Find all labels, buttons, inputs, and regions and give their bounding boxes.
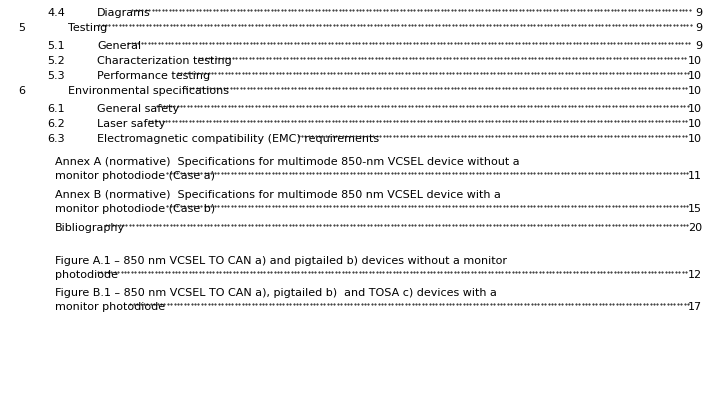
Text: Annex A (normative)  Specifications for multimode 850-nm VCSEL device without a: Annex A (normative) Specifications for m… (55, 157, 520, 166)
Text: 10: 10 (688, 86, 702, 96)
Text: Electromagnetic compatibility (EMC) requirements: Electromagnetic compatibility (EMC) requ… (97, 134, 379, 144)
Text: Characterization testing: Characterization testing (97, 56, 232, 66)
Text: Laser safety: Laser safety (97, 119, 166, 129)
Text: 6.3: 6.3 (47, 134, 65, 144)
Text: 10: 10 (688, 104, 702, 114)
Text: 5.1: 5.1 (47, 41, 65, 51)
Text: Performance testing: Performance testing (97, 71, 210, 81)
Text: 6.2: 6.2 (47, 119, 65, 129)
Text: 12: 12 (688, 270, 702, 279)
Text: 10: 10 (688, 71, 702, 81)
Text: 11: 11 (688, 171, 702, 180)
Text: Diagrams: Diagrams (97, 8, 151, 18)
Text: 6: 6 (18, 86, 25, 96)
Text: General: General (97, 41, 141, 51)
Text: 5.3: 5.3 (47, 71, 65, 81)
Text: monitor photodiode (Case a): monitor photodiode (Case a) (55, 171, 215, 180)
Text: 10: 10 (688, 119, 702, 129)
Text: 9: 9 (695, 41, 702, 51)
Text: Bibliography: Bibliography (55, 222, 125, 232)
Text: monitor photodiode (Case b): monitor photodiode (Case b) (55, 204, 215, 213)
Text: 5.2: 5.2 (47, 56, 65, 66)
Text: General safety: General safety (97, 104, 179, 114)
Text: Testing: Testing (68, 23, 108, 33)
Text: 9: 9 (695, 8, 702, 18)
Text: Figure B.1 – 850 nm VCSEL TO CAN a), pigtailed b)  and TOSA c) devices with a: Figure B.1 – 850 nm VCSEL TO CAN a), pig… (55, 287, 497, 297)
Text: monitor photodiode: monitor photodiode (55, 301, 165, 311)
Text: photodiode: photodiode (55, 270, 118, 279)
Text: 20: 20 (688, 222, 702, 232)
Text: 5: 5 (18, 23, 25, 33)
Text: Figure A.1 – 850 nm VCSEL TO CAN a) and pigtailed b) devices without a monitor: Figure A.1 – 850 nm VCSEL TO CAN a) and … (55, 255, 507, 265)
Text: 6.1: 6.1 (47, 104, 65, 114)
Text: Environmental specifications: Environmental specifications (68, 86, 229, 96)
Text: 10: 10 (688, 56, 702, 66)
Text: 17: 17 (688, 301, 702, 311)
Text: 4.4: 4.4 (47, 8, 65, 18)
Text: Annex B (normative)  Specifications for multimode 850 nm VCSEL device with a: Annex B (normative) Specifications for m… (55, 189, 501, 200)
Text: 9: 9 (695, 23, 702, 33)
Text: 10: 10 (688, 134, 702, 144)
Text: 15: 15 (688, 204, 702, 213)
